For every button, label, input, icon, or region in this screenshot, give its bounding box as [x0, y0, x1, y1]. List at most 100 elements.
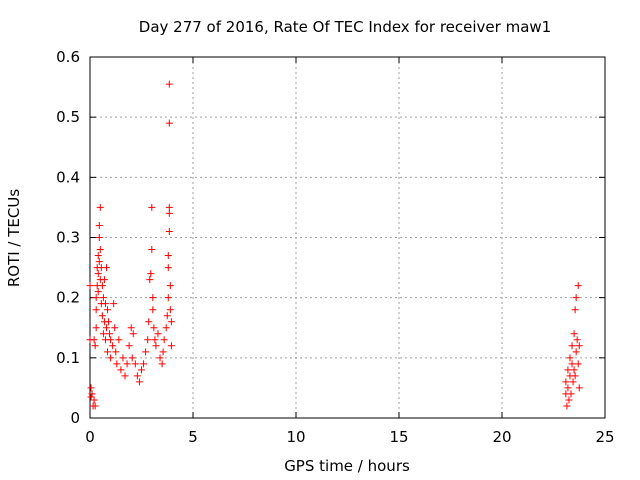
data-point [104, 348, 112, 356]
data-point [121, 372, 129, 380]
data-point [566, 354, 574, 362]
data-point [158, 360, 166, 368]
data-point [90, 396, 98, 404]
data-point [567, 390, 575, 398]
data-point [149, 306, 157, 314]
y-tick-label: 0.5 [56, 108, 80, 126]
data-point [98, 282, 106, 290]
data-point [128, 354, 136, 362]
data-point [106, 330, 114, 338]
data-point [91, 402, 99, 410]
data-point [151, 336, 159, 344]
y-tick-label: 0.1 [56, 349, 80, 367]
data-point [565, 396, 573, 404]
x-axis-label: GPS time / hours [284, 457, 410, 475]
data-point [162, 324, 170, 332]
data-point [165, 209, 173, 217]
data-point [131, 360, 139, 368]
data-point [113, 360, 121, 368]
x-tick-label: 15 [389, 428, 408, 446]
data-points [86, 80, 583, 410]
data-point [148, 203, 156, 211]
data-point [564, 366, 572, 374]
data-point [135, 378, 143, 386]
data-point [119, 354, 127, 362]
data-point [86, 282, 94, 290]
data-point [87, 393, 95, 401]
data-point [101, 300, 109, 308]
data-point [138, 366, 145, 374]
data-point [165, 203, 173, 211]
data-point [90, 336, 98, 344]
data-point [87, 384, 95, 392]
x-tick-label: 25 [595, 428, 614, 446]
data-point [115, 336, 123, 344]
data-point [94, 252, 102, 260]
data-point [142, 348, 150, 356]
data-point [156, 354, 164, 362]
data-point [104, 306, 112, 314]
data-point [570, 366, 578, 374]
data-point [95, 258, 103, 266]
data-point [127, 324, 135, 332]
data-point [107, 354, 115, 362]
data-point [159, 348, 167, 356]
data-point [94, 288, 102, 296]
data-point [95, 221, 103, 229]
data-point [92, 306, 100, 314]
x-tick-label: 20 [492, 428, 511, 446]
plot-frame [89, 56, 606, 419]
data-point [107, 336, 115, 344]
data-point [165, 227, 173, 235]
data-point [123, 360, 131, 368]
data-point [166, 306, 174, 314]
x-tick-label: 5 [188, 428, 198, 446]
data-point [146, 276, 154, 284]
data-point [133, 372, 141, 380]
data-point [144, 336, 152, 344]
chart-title: Day 277 of 2016, Rate Of TEC Index for r… [139, 18, 551, 36]
data-point [571, 372, 579, 380]
data-point [92, 294, 100, 302]
data-point [147, 270, 155, 278]
data-point [154, 330, 162, 338]
y-tick-label: 0.4 [56, 168, 80, 186]
data-point [572, 348, 580, 356]
data-point [88, 390, 96, 398]
x-tick-label: 10 [286, 428, 305, 446]
data-point [145, 318, 153, 326]
data-point [563, 402, 571, 410]
data-point [150, 324, 158, 332]
data-point [564, 384, 572, 392]
data-point [574, 360, 582, 368]
y-tick-label: 0.2 [56, 289, 80, 307]
data-point [575, 384, 583, 392]
data-point [125, 342, 133, 350]
x-tick-label: 0 [85, 428, 95, 446]
data-point [164, 252, 172, 260]
data-point [571, 306, 579, 314]
y-tick-label: 0.6 [56, 48, 80, 66]
data-point [167, 342, 175, 350]
data-point [160, 336, 168, 344]
data-point [152, 342, 160, 350]
data-point [96, 203, 104, 211]
data-point [163, 312, 171, 320]
data-point [98, 312, 106, 320]
data-point [575, 342, 583, 350]
data-point [99, 330, 107, 338]
data-point [164, 264, 172, 272]
data-point [149, 294, 157, 302]
y-tick-label: 0 [70, 409, 80, 427]
data-point [164, 294, 172, 302]
data-point [100, 276, 108, 284]
data-point [573, 336, 581, 344]
data-point [568, 342, 576, 350]
data-point [165, 80, 173, 88]
data-point [117, 366, 125, 374]
data-point [110, 300, 118, 308]
data-point [568, 360, 576, 368]
data-point [102, 324, 110, 332]
data-point [140, 360, 148, 368]
